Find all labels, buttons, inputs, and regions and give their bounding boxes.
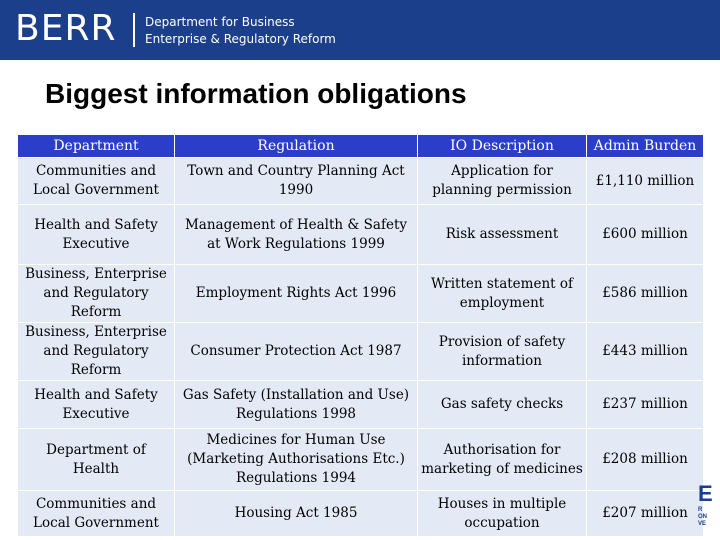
obligations-table: Department Regulation IO Description Adm…	[17, 134, 704, 537]
table-row: Communities and Local Government Housing…	[17, 490, 704, 537]
cell-io-description: Authorisation for marketing of medicines	[417, 428, 587, 491]
cell-io-description: Risk assessment	[417, 204, 587, 265]
cell-admin-burden: £208 million	[586, 428, 704, 491]
cell-admin-burden: £207 million	[586, 490, 704, 537]
cell-department: Business, Enterprise and Regulatory Refo…	[17, 322, 175, 381]
cell-regulation: Gas Safety (Installation and Use) Regula…	[174, 380, 418, 429]
cell-department: Department of Health	[17, 428, 175, 491]
cell-department: Communities and Local Government	[17, 157, 175, 205]
berr-logo: BERR	[15, 8, 117, 49]
cell-admin-burden: £1,110 million	[586, 157, 704, 205]
cell-regulation: Housing Act 1985	[174, 490, 418, 537]
cell-regulation: Management of Health & Safety at Work Re…	[174, 204, 418, 265]
cell-regulation: Employment Rights Act 1996	[174, 264, 418, 323]
cell-regulation: Medicines for Human Use (Marketing Autho…	[174, 428, 418, 491]
cell-admin-burden: £443 million	[586, 322, 704, 381]
cell-department: Health and Safety Executive	[17, 204, 175, 265]
corner-logo-letter: E	[698, 483, 713, 506]
cell-department: Health and Safety Executive	[17, 380, 175, 429]
page-title: Biggest information obligations	[45, 78, 467, 109]
department-name-line1: Department for Business	[145, 15, 295, 29]
cell-io-description: Written statement of employment	[417, 264, 587, 323]
cell-admin-burden: £600 million	[586, 204, 704, 265]
cell-admin-burden: £237 million	[586, 380, 704, 429]
table-row: Business, Enterprise and Regulatory Refo…	[17, 322, 704, 381]
table-row: Department of Health Medicines for Human…	[17, 428, 704, 491]
department-name-line2: Enterprise & Regulatory Reform	[145, 32, 336, 46]
cell-department: Communities and Local Government	[17, 490, 175, 537]
cell-io-description: Gas safety checks	[417, 380, 587, 429]
column-header-admin-burden: Admin Burden	[586, 134, 704, 158]
column-header-regulation: Regulation	[174, 134, 418, 158]
cell-admin-burden: £586 million	[586, 264, 704, 323]
partial-corner-logo: E R ON VE	[698, 483, 720, 540]
cell-io-description: Houses in multiple occupation	[417, 490, 587, 537]
cell-regulation: Consumer Protection Act 1987	[174, 322, 418, 381]
header-banner: BERR Department for Business Enterprise …	[0, 0, 720, 60]
table-row: Health and Safety Executive Management o…	[17, 204, 704, 265]
cell-io-description: Provision of safety information	[417, 322, 587, 381]
logo-divider	[133, 13, 135, 47]
column-header-department: Department	[17, 134, 175, 158]
cell-department: Business, Enterprise and Regulatory Refo…	[17, 264, 175, 323]
corner-logo-text: R ON VE	[698, 507, 707, 527]
table-header-row: Department Regulation IO Description Adm…	[17, 134, 704, 158]
cell-io-description: Application for planning permission	[417, 157, 587, 205]
table-row: Health and Safety Executive Gas Safety (…	[17, 380, 704, 429]
table-row: Communities and Local Government Town an…	[17, 157, 704, 205]
column-header-io-description: IO Description	[417, 134, 587, 158]
cell-regulation: Town and Country Planning Act 1990	[174, 157, 418, 205]
table-row: Business, Enterprise and Regulatory Refo…	[17, 264, 704, 323]
